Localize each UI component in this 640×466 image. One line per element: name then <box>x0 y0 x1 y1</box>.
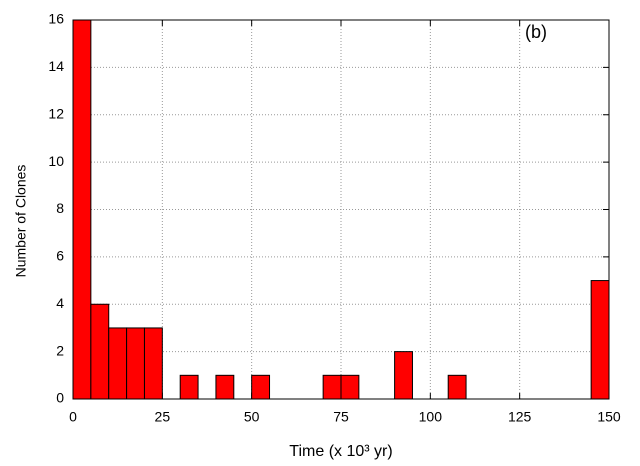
y-tick-label: 14 <box>48 58 64 74</box>
bar <box>590 280 610 400</box>
y-axis-label: Number of Clones <box>13 165 29 278</box>
y-tick-label: 2 <box>56 342 64 358</box>
y-tick-label: 8 <box>56 200 64 216</box>
y-tick-label: 16 <box>48 11 64 27</box>
plot-frame <box>72 19 610 400</box>
bar <box>215 374 235 400</box>
y-tick-label: 4 <box>56 295 64 311</box>
x-axis-label: Time (x 10³ yr) <box>289 443 392 460</box>
bar <box>90 303 110 400</box>
bar <box>340 374 360 400</box>
x-tick-label: 25 <box>155 409 171 425</box>
bar <box>72 19 92 400</box>
y-tick-label: 0 <box>56 390 64 406</box>
y-tick-label: 6 <box>56 248 64 264</box>
bar <box>447 374 467 400</box>
x-tick-label: 150 <box>597 409 621 425</box>
annotation: (b) <box>525 22 547 42</box>
bar <box>143 327 163 400</box>
bar <box>126 327 145 400</box>
bar <box>108 327 128 400</box>
bar <box>179 374 199 400</box>
bar <box>322 374 342 400</box>
bar <box>394 351 413 400</box>
x-tick-label: 100 <box>419 409 443 425</box>
y-tick-label: 12 <box>48 105 64 121</box>
bar <box>251 374 271 400</box>
x-tick-label: 0 <box>69 409 77 425</box>
x-tick-label: 50 <box>244 409 260 425</box>
x-tick-label: 75 <box>333 409 349 425</box>
x-tick-label: 125 <box>508 409 532 425</box>
y-tick-label: 10 <box>48 153 64 169</box>
